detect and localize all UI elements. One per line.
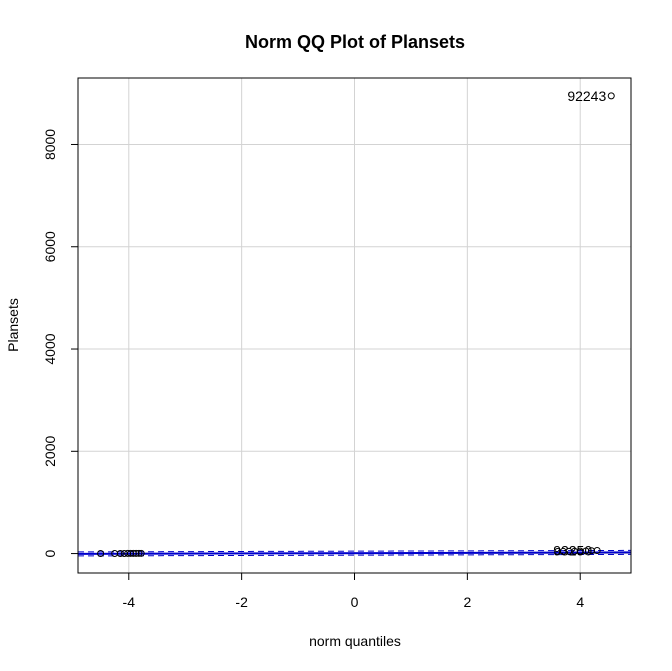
y-tick-label: 0 <box>42 549 58 557</box>
x-tick-label: 2 <box>463 594 471 610</box>
data-point <box>607 92 615 100</box>
data-points <box>97 92 615 558</box>
confidence-band-lower <box>77 553 632 557</box>
x-tick-label: -4 <box>123 594 136 610</box>
point-label: 92243 <box>567 88 606 104</box>
y-tick-label: 4000 <box>42 333 58 364</box>
x-tick-label: 4 <box>576 594 584 610</box>
x-axis: -4 -2 0 2 4 <box>123 572 584 610</box>
data-point <box>137 549 145 557</box>
x-tick-label: 0 <box>351 594 359 610</box>
y-tick-label: 2000 <box>42 436 58 467</box>
data-point <box>132 549 140 557</box>
data-point <box>97 550 105 558</box>
y-tick-label: 8000 <box>42 129 58 160</box>
grid <box>78 78 631 573</box>
data-point <box>135 549 143 557</box>
data-point <box>593 547 601 554</box>
y-tick-label: 6000 <box>42 231 58 262</box>
y-axis: 0 2000 4000 6000 8000 <box>42 129 79 557</box>
reference-line <box>77 549 632 557</box>
chart-title: Norm QQ Plot of Plansets <box>245 32 465 52</box>
point-labels: 92243 93250 <box>553 88 606 559</box>
reference-line-segment <box>77 551 632 555</box>
y-axis-label: Plansets <box>5 298 21 352</box>
x-tick-label: -2 <box>235 594 248 610</box>
point-label: 93250 <box>553 543 592 559</box>
x-axis-label: norm quantiles <box>309 633 401 649</box>
confidence-band-upper <box>77 549 632 553</box>
data-point <box>116 549 124 557</box>
